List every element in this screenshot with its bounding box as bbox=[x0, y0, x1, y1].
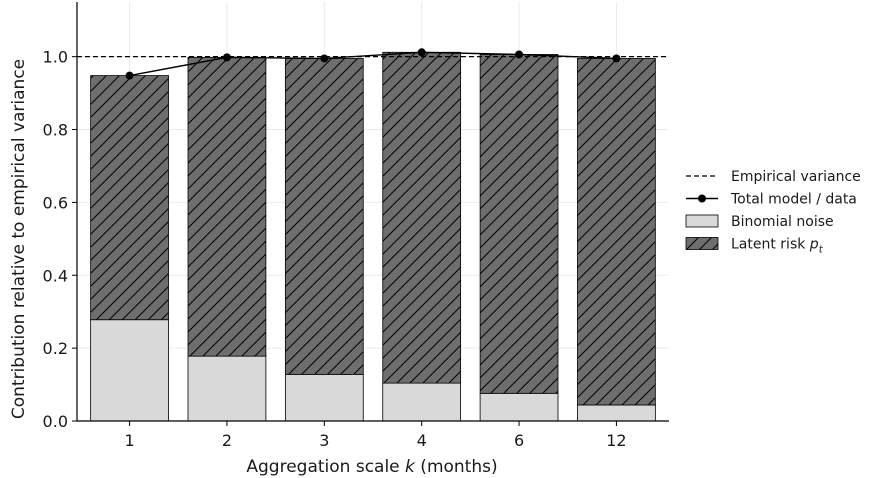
total-model-point bbox=[320, 54, 329, 63]
bar-binomial-noise bbox=[187, 355, 267, 422]
bar-binomial-noise bbox=[284, 373, 364, 422]
y-tick-label: 0.2 bbox=[43, 339, 68, 358]
y-tick-label: 1.0 bbox=[43, 48, 68, 67]
y-tick-label: 0.8 bbox=[43, 121, 68, 140]
x-tick-label: 2 bbox=[222, 431, 232, 450]
x-tick-label: 12 bbox=[606, 431, 626, 450]
bar-binomial-noise bbox=[382, 382, 462, 422]
x-tick-label: 1 bbox=[124, 431, 134, 450]
bar-binomial-noise bbox=[577, 404, 656, 422]
x-tick-label: 6 bbox=[514, 431, 524, 450]
bar-binomial-noise bbox=[90, 319, 169, 422]
total-model-point bbox=[612, 54, 621, 63]
bar-latent-risk bbox=[187, 56, 267, 357]
y-axis-label: Contribution relative to empirical varia… bbox=[9, 59, 29, 419]
legend-label-total: Total model / data bbox=[730, 192, 857, 208]
total-model-point bbox=[515, 50, 524, 59]
total-model-point bbox=[125, 71, 134, 80]
legend-marker-total bbox=[698, 194, 706, 203]
y-tick-label: 0.6 bbox=[43, 193, 68, 212]
legend-swatch-latent bbox=[685, 237, 719, 250]
total-model-point bbox=[417, 48, 426, 57]
lines bbox=[77, 48, 669, 80]
bars bbox=[90, 51, 656, 422]
bar-latent-risk bbox=[382, 51, 462, 384]
legend: Empirical variance Total model / data Bino… bbox=[685, 169, 861, 256]
y-tick-label: 0.4 bbox=[43, 266, 68, 285]
bar-latent-risk bbox=[577, 58, 656, 406]
legend-label-empirical: Empirical variance bbox=[731, 169, 861, 185]
legend-swatch-binomial bbox=[685, 214, 719, 228]
bar-latent-risk bbox=[90, 75, 169, 321]
bar-latent-risk bbox=[479, 54, 559, 394]
bar-binomial-noise bbox=[479, 392, 559, 422]
tick-labels: 0.00.20.40.60.81.01 2 3 4 6 12 bbox=[43, 48, 627, 450]
axes bbox=[72, 2, 669, 426]
total-model-point bbox=[222, 53, 231, 62]
x-axis-label: Aggregation scale k (months) bbox=[246, 457, 497, 477]
bar-latent-risk bbox=[284, 58, 364, 375]
y-tick-label: 0.0 bbox=[43, 412, 68, 431]
x-tick-label: 4 bbox=[417, 431, 427, 450]
x-tick-label: 3 bbox=[319, 431, 329, 450]
total-model-line bbox=[129, 51, 617, 77]
legend-label-latent: Latent risk pt bbox=[731, 237, 824, 256]
legend-label-binomial: Binomial noise bbox=[731, 214, 834, 230]
